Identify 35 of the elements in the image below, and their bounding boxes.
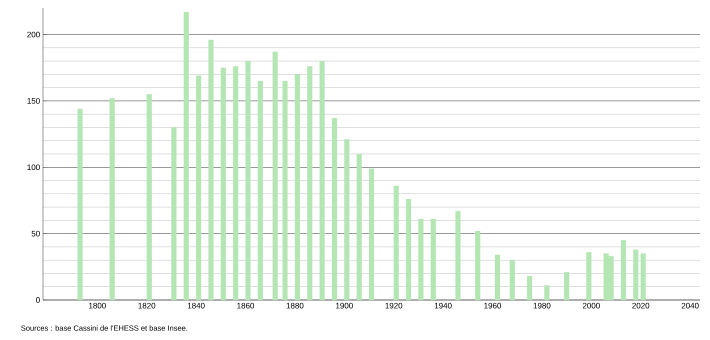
bar	[418, 218, 424, 300]
bar	[394, 186, 399, 300]
bar	[77, 108, 83, 300]
bar	[527, 276, 532, 300]
bar	[475, 230, 480, 300]
bar	[320, 60, 325, 300]
bar	[633, 249, 638, 300]
bar	[455, 210, 461, 300]
bar	[640, 253, 646, 300]
bar	[344, 139, 350, 300]
bar	[258, 80, 263, 300]
bar	[510, 260, 515, 300]
bar	[620, 240, 626, 300]
bar	[307, 66, 312, 300]
bar	[282, 80, 288, 300]
bar	[494, 254, 500, 300]
bar	[272, 52, 278, 300]
bar	[586, 252, 592, 300]
bar	[196, 76, 202, 300]
bar	[233, 66, 238, 300]
bar	[544, 285, 550, 300]
bar	[430, 218, 436, 300]
bar	[564, 272, 570, 300]
bar	[146, 94, 152, 300]
bar	[245, 60, 251, 300]
bar	[368, 168, 374, 300]
bar	[220, 68, 226, 300]
bar	[332, 118, 338, 300]
bar	[356, 154, 362, 300]
bar	[110, 98, 115, 300]
bar	[184, 12, 189, 300]
bar	[171, 127, 176, 300]
bar	[294, 74, 300, 300]
bar	[208, 40, 214, 300]
bar	[406, 199, 412, 300]
